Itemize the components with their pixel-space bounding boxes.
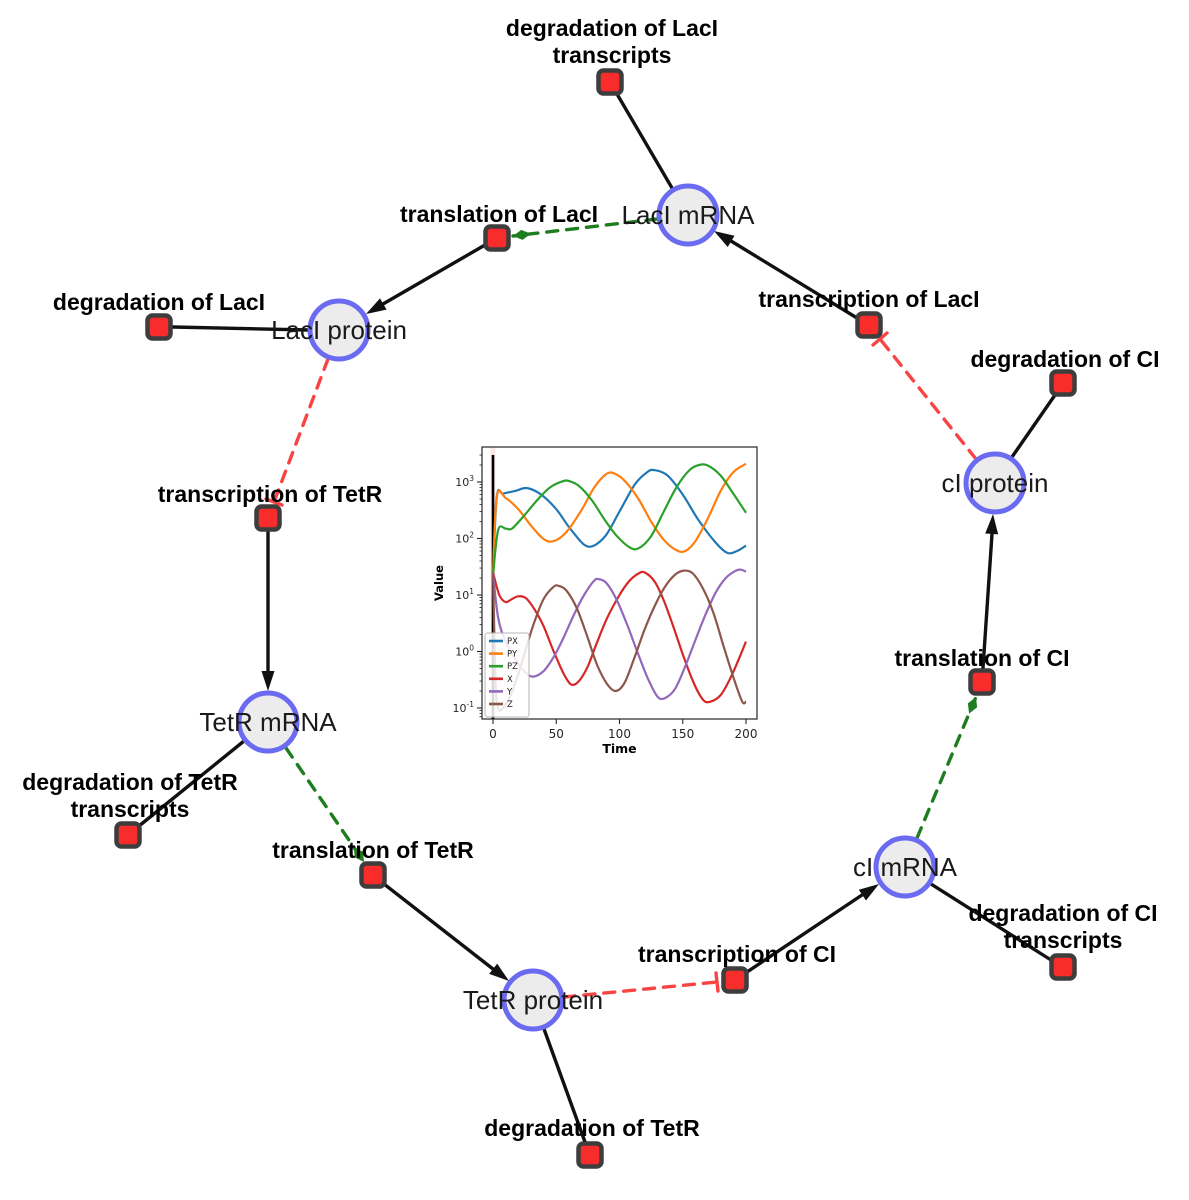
species-label: TetR mRNA xyxy=(199,707,337,737)
reaction-label: translation of CI xyxy=(894,645,1069,671)
species-node-ci-protein[interactable] xyxy=(963,451,1027,515)
chart-x-tick-label: 50 xyxy=(549,727,564,741)
reaction-label: transcripts xyxy=(71,796,190,822)
edge-tetr-mrna-modifies-translation xyxy=(284,746,366,864)
chart-legend-label-X: X xyxy=(507,675,513,685)
edge-translation-ci-to-ci-protein xyxy=(981,532,994,670)
reaction-node-translation-laci[interactable] xyxy=(483,224,511,252)
reaction-node-translation-ci[interactable] xyxy=(968,668,996,696)
species-label: TetR protein xyxy=(463,985,603,1015)
chart-series-X xyxy=(491,570,748,704)
arrowhead-tetr-mrna xyxy=(261,671,275,691)
edge-tetr-protein-inhibits-transcription-ci xyxy=(562,980,719,999)
chart-series-Z xyxy=(491,569,747,712)
chart-series-Y xyxy=(491,568,747,701)
chart-legend-label-Y: Y xyxy=(506,687,513,697)
species-node-laci-protein[interactable] xyxy=(307,298,371,362)
chart-y-axis-label: Value xyxy=(432,565,446,601)
reaction-node-transcription-tetr[interactable] xyxy=(254,504,282,532)
arrowhead-tetr-protein xyxy=(489,963,509,981)
reaction-node-degradation-laci[interactable] xyxy=(145,313,173,341)
arrowhead-laci-protein xyxy=(366,298,387,314)
species-label: LacI mRNA xyxy=(622,200,756,230)
chart-x-axis-label: Time xyxy=(602,741,636,756)
chart-x-tick-label: 100 xyxy=(608,727,631,741)
species-label: cI protein xyxy=(942,468,1049,498)
tbar-transcription-laci xyxy=(871,331,889,347)
reaction-label: transcripts xyxy=(553,42,672,68)
reaction-label: transcription of TetR xyxy=(158,481,383,507)
reaction-label: degradation of CI xyxy=(970,346,1159,372)
species-label: cI mRNA xyxy=(853,852,958,882)
edge-translation-tetr-to-tetr-protein xyxy=(382,882,495,971)
chart-y-tick-label: 100 xyxy=(455,644,474,659)
reaction-node-degradation-laci-transcripts[interactable] xyxy=(596,68,624,96)
reaction-node-degradation-tetr-transcripts[interactable] xyxy=(114,821,142,849)
species-node-tetr-protein[interactable] xyxy=(501,968,565,1032)
chart-axes-box xyxy=(481,446,758,720)
arrowhead-ci-mrna xyxy=(858,884,879,901)
species-label: LacI protein xyxy=(271,315,407,345)
edge-laci-mrna-to-degradation xyxy=(615,92,674,190)
edge-tetr-protein-to-degradation xyxy=(542,1027,587,1144)
species-node-laci-mrna[interactable] xyxy=(656,183,720,247)
chart-legend-label-PX: PX xyxy=(507,637,518,647)
reaction-node-degradation-ci[interactable] xyxy=(1049,369,1077,397)
timeseries-chart: 10-1 100 101 102 103 0 50 100 150 200 Time Value PX P… xyxy=(432,446,758,756)
chart-x-tick-label: 200 xyxy=(735,727,758,741)
diamond-translation-laci xyxy=(513,229,531,240)
reaction-label: translation of TetR xyxy=(272,837,474,863)
edge-tetr-mrna-to-degradation xyxy=(137,739,246,828)
reaction-label: transcripts xyxy=(1004,927,1123,953)
tbar-transcription-ci xyxy=(714,971,720,993)
species-node-tetr-mrna[interactable] xyxy=(236,690,300,754)
reaction-label: transcription of LacI xyxy=(758,286,979,312)
reaction-label: transcription of CI xyxy=(638,941,836,967)
edge-ci-protein-inhibits-transcription-laci xyxy=(878,337,978,461)
reaction-node-transcription-ci[interactable] xyxy=(721,966,749,994)
reaction-node-degradation-tetr[interactable] xyxy=(576,1141,604,1169)
reaction-label: degradation of CI xyxy=(968,900,1157,926)
diamond-translation-tetr xyxy=(353,847,364,862)
reaction-node-transcription-laci[interactable] xyxy=(855,311,883,339)
chart-y-tick-label: 102 xyxy=(455,531,474,546)
edge-laci-protein-to-degradation xyxy=(171,325,310,332)
chart-y-tick-label: 101 xyxy=(455,587,474,602)
edge-ci-mrna-to-degradation xyxy=(929,882,1053,962)
chart-legend-label-Z: Z xyxy=(507,700,513,710)
reaction-label: degradation of LacI xyxy=(506,15,718,41)
chart-x-tick-label: 0 xyxy=(489,727,497,741)
reaction-label: translation of LacI xyxy=(400,201,598,227)
arrowhead-ci-protein xyxy=(985,514,999,535)
chart-series-PZ xyxy=(491,463,747,576)
reaction-label: degradation of TetR xyxy=(22,769,238,795)
edge-ci-protein-to-degradation xyxy=(1010,393,1057,459)
edge-transcription-ci-to-ci-mrna xyxy=(745,893,864,974)
chart-legend-label-PY: PY xyxy=(507,650,518,660)
edge-transcription-laci-to-laci-mrna xyxy=(729,239,859,320)
reaction-node-translation-tetr[interactable] xyxy=(359,861,387,889)
reaction-label: degradation of TetR xyxy=(484,1115,700,1141)
reaction-node-degradation-ci-transcripts[interactable] xyxy=(1049,953,1077,981)
species-node-ci-mrna[interactable] xyxy=(873,835,937,899)
tbar-transcription-tetr xyxy=(264,497,284,507)
chart-series-PX xyxy=(491,468,747,576)
edge-laci-mrna-modifies-translation xyxy=(511,217,659,238)
chart-y-tick-label: 103 xyxy=(455,474,474,489)
chart-series-PY xyxy=(491,462,747,576)
chart-legend-label-PZ: PZ xyxy=(507,662,518,672)
reaction-label: degradation of LacI xyxy=(53,289,265,315)
arrowhead-laci-mrna xyxy=(714,231,735,247)
edge-ci-mrna-modifies-translation xyxy=(915,695,978,840)
chart-y-tick-label: 10-1 xyxy=(453,700,475,715)
chart-x-tick-label: 150 xyxy=(671,727,694,741)
diamond-translation-ci xyxy=(967,697,978,714)
edge-translation-laci-to-laci-protein xyxy=(381,243,487,306)
edge-laci-protein-inhibits-transcription-tetr xyxy=(272,357,330,504)
